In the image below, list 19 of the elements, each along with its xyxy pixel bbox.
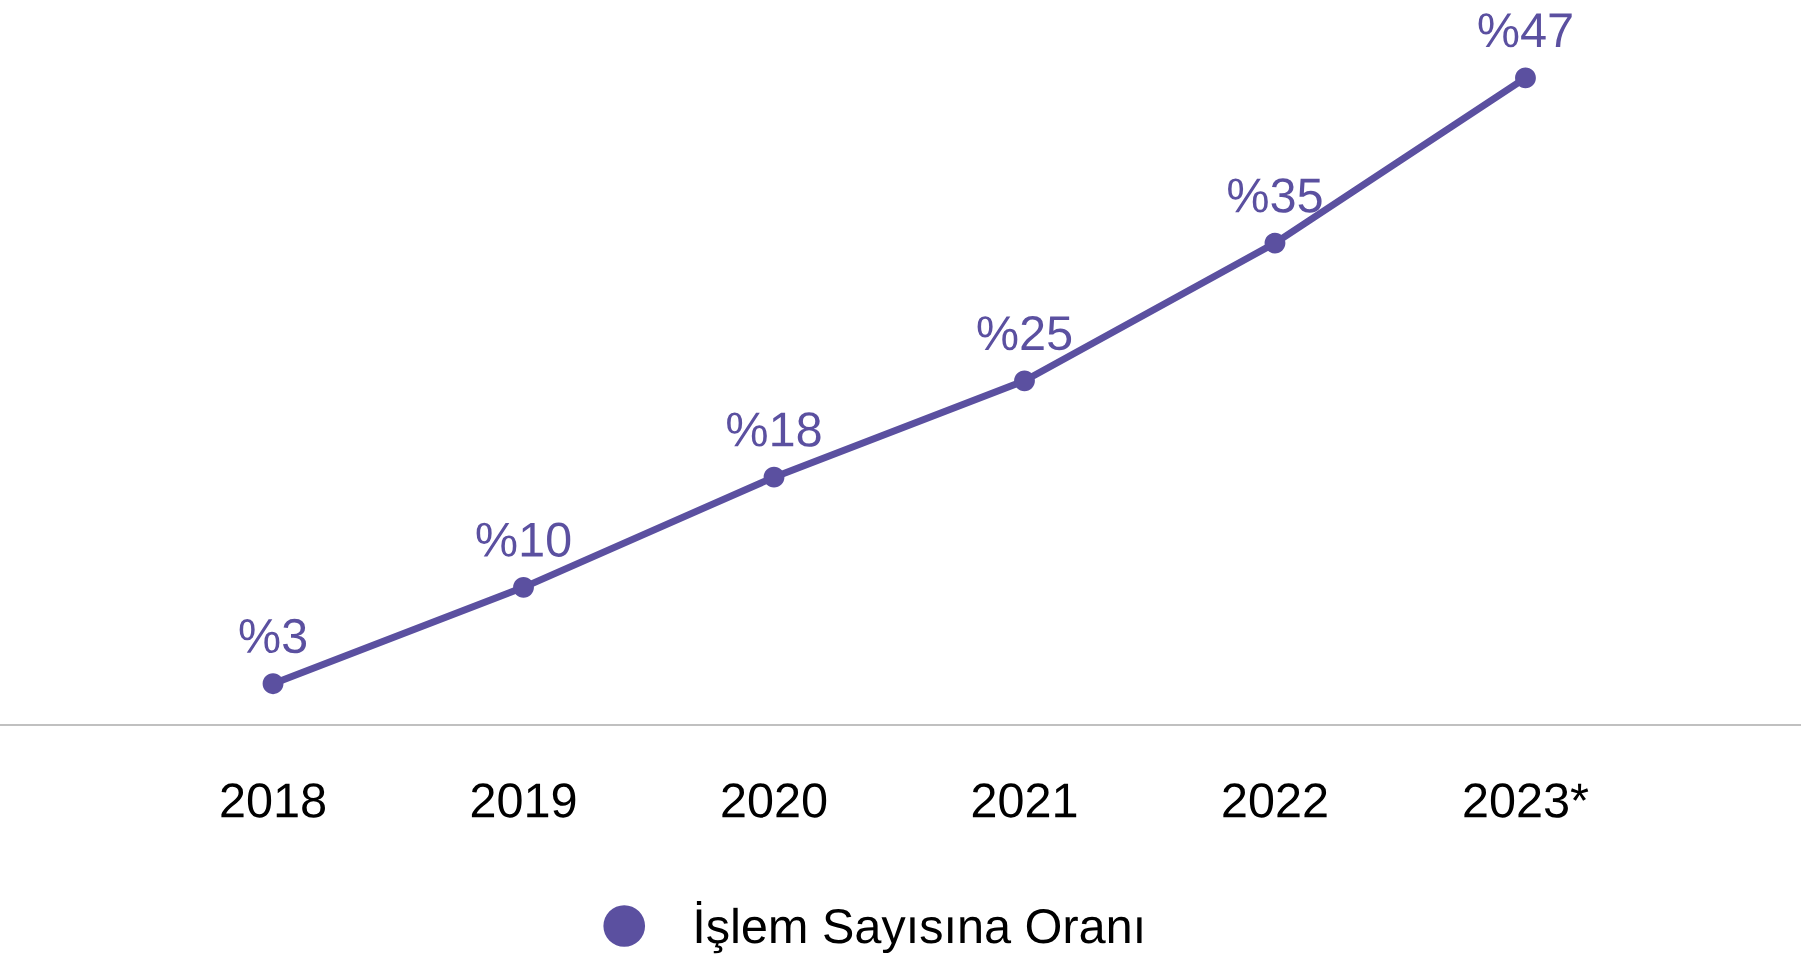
data-label: %35 [1228,178,1322,213]
x-tick-label: 2019 [471,783,576,818]
point [262,673,284,695]
x-tick-label: 2020 [722,783,827,818]
legend-label: İşlem Sayısına Oranı [696,901,1142,954]
data-label: %10 [476,522,571,557]
data-label: %18 [727,412,821,447]
data-label: %25 [977,315,1072,351]
x-tick-label: 2021 [972,783,1077,818]
x-tick-label: 2018 [221,783,325,818]
data-label: %47 [1478,13,1572,48]
point [763,466,785,488]
point [513,576,534,598]
x-tick-label: 2023* [1464,783,1589,818]
point [1014,370,1035,392]
data-label: %3 [239,618,307,654]
x-tick-label: 2022 [1223,783,1327,818]
point [1515,67,1536,89]
point [1264,232,1286,254]
